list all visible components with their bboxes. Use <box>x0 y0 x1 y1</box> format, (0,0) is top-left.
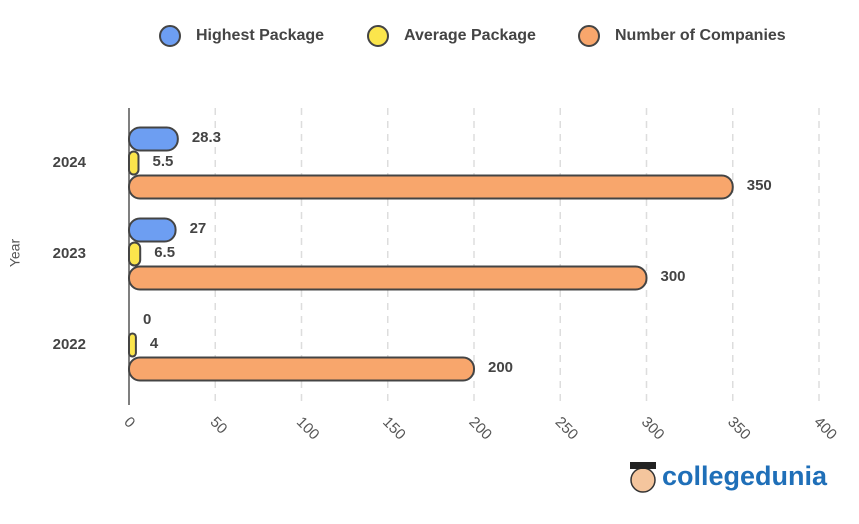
bar <box>128 241 142 267</box>
x-tick-label: 100 <box>293 414 323 444</box>
logo-cap <box>630 462 656 469</box>
legend-swatch <box>367 25 389 47</box>
x-tick-label: 200 <box>465 414 495 444</box>
value-label: 27 <box>190 220 207 237</box>
x-tick-label: 50 <box>207 414 231 438</box>
logo-text: collegedunia <box>662 461 828 491</box>
bar <box>128 265 648 291</box>
y-axis-label: Year <box>7 239 23 268</box>
value-label: 300 <box>661 268 686 285</box>
y-tick-label: 2022 <box>53 336 86 353</box>
bar <box>128 174 734 200</box>
value-label: 6.5 <box>154 244 175 261</box>
value-label: 0 <box>143 311 151 328</box>
bar <box>128 217 177 243</box>
logo: collegedunia <box>630 461 828 493</box>
legend-label: Number of Companies <box>615 27 786 44</box>
value-label: 28.3 <box>192 129 221 146</box>
legend-label: Highest Package <box>196 27 324 44</box>
bar <box>128 126 179 152</box>
x-tick-label: 400 <box>810 414 840 444</box>
x-tick-label: 350 <box>724 414 754 444</box>
bar <box>128 332 137 358</box>
y-tick-label: 2023 <box>53 245 86 262</box>
legend-swatch <box>578 25 600 47</box>
x-tick-label: 0 <box>120 414 138 432</box>
y-tick-label: 2024 <box>53 154 87 171</box>
logo-icon <box>630 467 656 493</box>
value-label: 4 <box>150 335 159 352</box>
x-tick-label: 150 <box>379 414 409 444</box>
value-label: 5.5 <box>152 153 173 170</box>
bar <box>128 150 140 176</box>
legend-swatch <box>159 25 181 47</box>
legend-label: Average Package <box>404 27 536 44</box>
value-label: 200 <box>488 359 513 376</box>
value-label: 350 <box>747 177 772 194</box>
x-tick-label: 300 <box>638 414 668 444</box>
x-tick-label: 250 <box>552 414 582 444</box>
bar <box>128 356 475 382</box>
